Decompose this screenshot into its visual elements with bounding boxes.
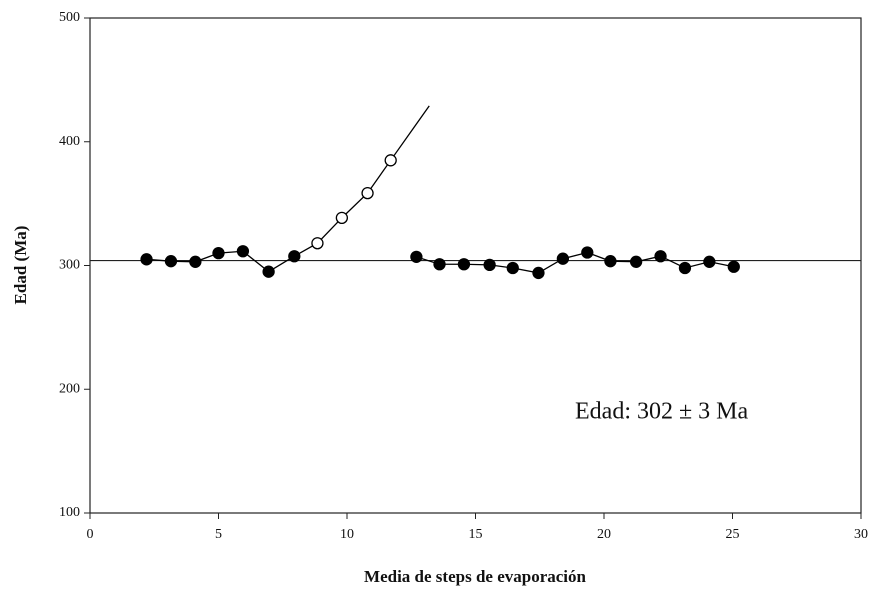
x-tick-label: 15 — [469, 527, 483, 542]
x-axis-label: Media de steps de evaporación — [364, 567, 586, 586]
x-tick-label: 10 — [340, 527, 354, 542]
y-tick-label: 300 — [59, 258, 80, 273]
data-point — [532, 266, 545, 280]
y-tick-label: 500 — [59, 10, 80, 25]
x-tick-label: 25 — [726, 527, 740, 542]
data-point — [361, 186, 374, 200]
data-point — [703, 255, 716, 268]
data-point — [654, 250, 667, 263]
series-line — [293, 105, 430, 257]
y-tick-label: 200 — [59, 381, 80, 396]
x-tick-label: 30 — [854, 527, 868, 542]
y-tick-label: 100 — [59, 505, 80, 520]
data-point — [164, 255, 178, 268]
data-point — [483, 258, 496, 272]
plot-frame — [89, 17, 862, 514]
data-point — [727, 260, 740, 273]
data-point — [236, 245, 250, 258]
data-point — [556, 252, 570, 265]
data-point — [604, 255, 617, 268]
data-point — [335, 211, 349, 225]
data-point — [262, 265, 275, 278]
data-point — [189, 255, 202, 268]
y-axis-label: Edad (Ma) — [11, 226, 30, 305]
data-point — [140, 253, 153, 266]
data-point — [212, 246, 225, 260]
data-point — [410, 250, 423, 263]
data-point — [384, 154, 397, 167]
data-point — [311, 237, 324, 250]
x-tick-label: 20 — [597, 527, 611, 542]
data-point — [433, 258, 446, 271]
data-point — [629, 255, 643, 268]
data-point — [678, 261, 692, 275]
annotation: Edad: 302 ± 3 Ma — [575, 399, 748, 425]
x-tick-label: 5 — [215, 527, 222, 542]
data-point — [506, 261, 519, 275]
x-tick-label: 0 — [87, 527, 94, 542]
data-point — [581, 246, 594, 259]
y-tick-label: 400 — [59, 134, 80, 149]
data-point — [457, 258, 471, 271]
